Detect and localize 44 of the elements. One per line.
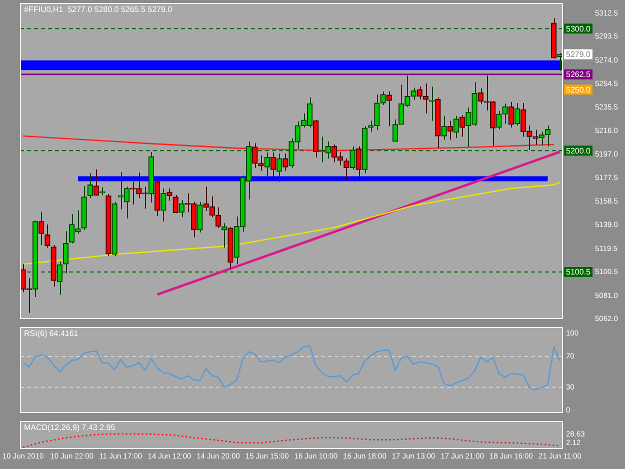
candlestick (478, 88, 484, 104)
candlestick (93, 169, 100, 196)
candlestick (172, 194, 178, 214)
candlestick (178, 200, 185, 218)
candlestick (350, 146, 356, 170)
candlestick (282, 153, 288, 172)
candlestick (386, 90, 392, 127)
chart-title: #FFIU0,H1 5277.0 5280.0 5265.5 5279.0 (24, 5, 173, 14)
candlestick (38, 212, 44, 246)
candlestick (276, 153, 282, 182)
candlestick (441, 115, 447, 140)
ref-line-label: 5250.0 (566, 85, 592, 94)
candlestick (56, 261, 62, 296)
candlestick (453, 115, 460, 138)
candlestick (380, 90, 386, 106)
candlestick (344, 158, 350, 180)
candlestick (264, 152, 270, 179)
candlestick (496, 110, 502, 130)
candlestick (502, 103, 508, 124)
candlestick (508, 101, 514, 128)
candlestick (166, 188, 172, 202)
candlestick (356, 146, 362, 182)
candlestick (270, 152, 276, 178)
chart-title: MACD(12,26,9) 7.43 2.95 (24, 423, 116, 432)
ref-line-label: 5300.0 (566, 24, 592, 34)
candlestick (514, 102, 520, 126)
candlestick (258, 155, 264, 172)
line-series (22, 433, 561, 448)
candlestick (392, 119, 398, 142)
ref-line-label: 5200.0 (566, 146, 592, 156)
candlestick (252, 142, 258, 168)
chart-title: RSI(6) 64.4161 (24, 329, 79, 338)
candlestick (447, 120, 453, 140)
candlestick (532, 129, 538, 146)
candlestick (557, 52, 563, 72)
candlestick (87, 172, 93, 199)
candlestick (160, 188, 166, 222)
candlestick (62, 230, 69, 274)
candlestick (222, 222, 228, 248)
candlestick (460, 114, 466, 138)
text: 5279.0 (566, 50, 592, 59)
candlestick (197, 201, 203, 233)
candlestick (44, 224, 50, 248)
ref-line-label: 5262.5 (566, 70, 592, 80)
